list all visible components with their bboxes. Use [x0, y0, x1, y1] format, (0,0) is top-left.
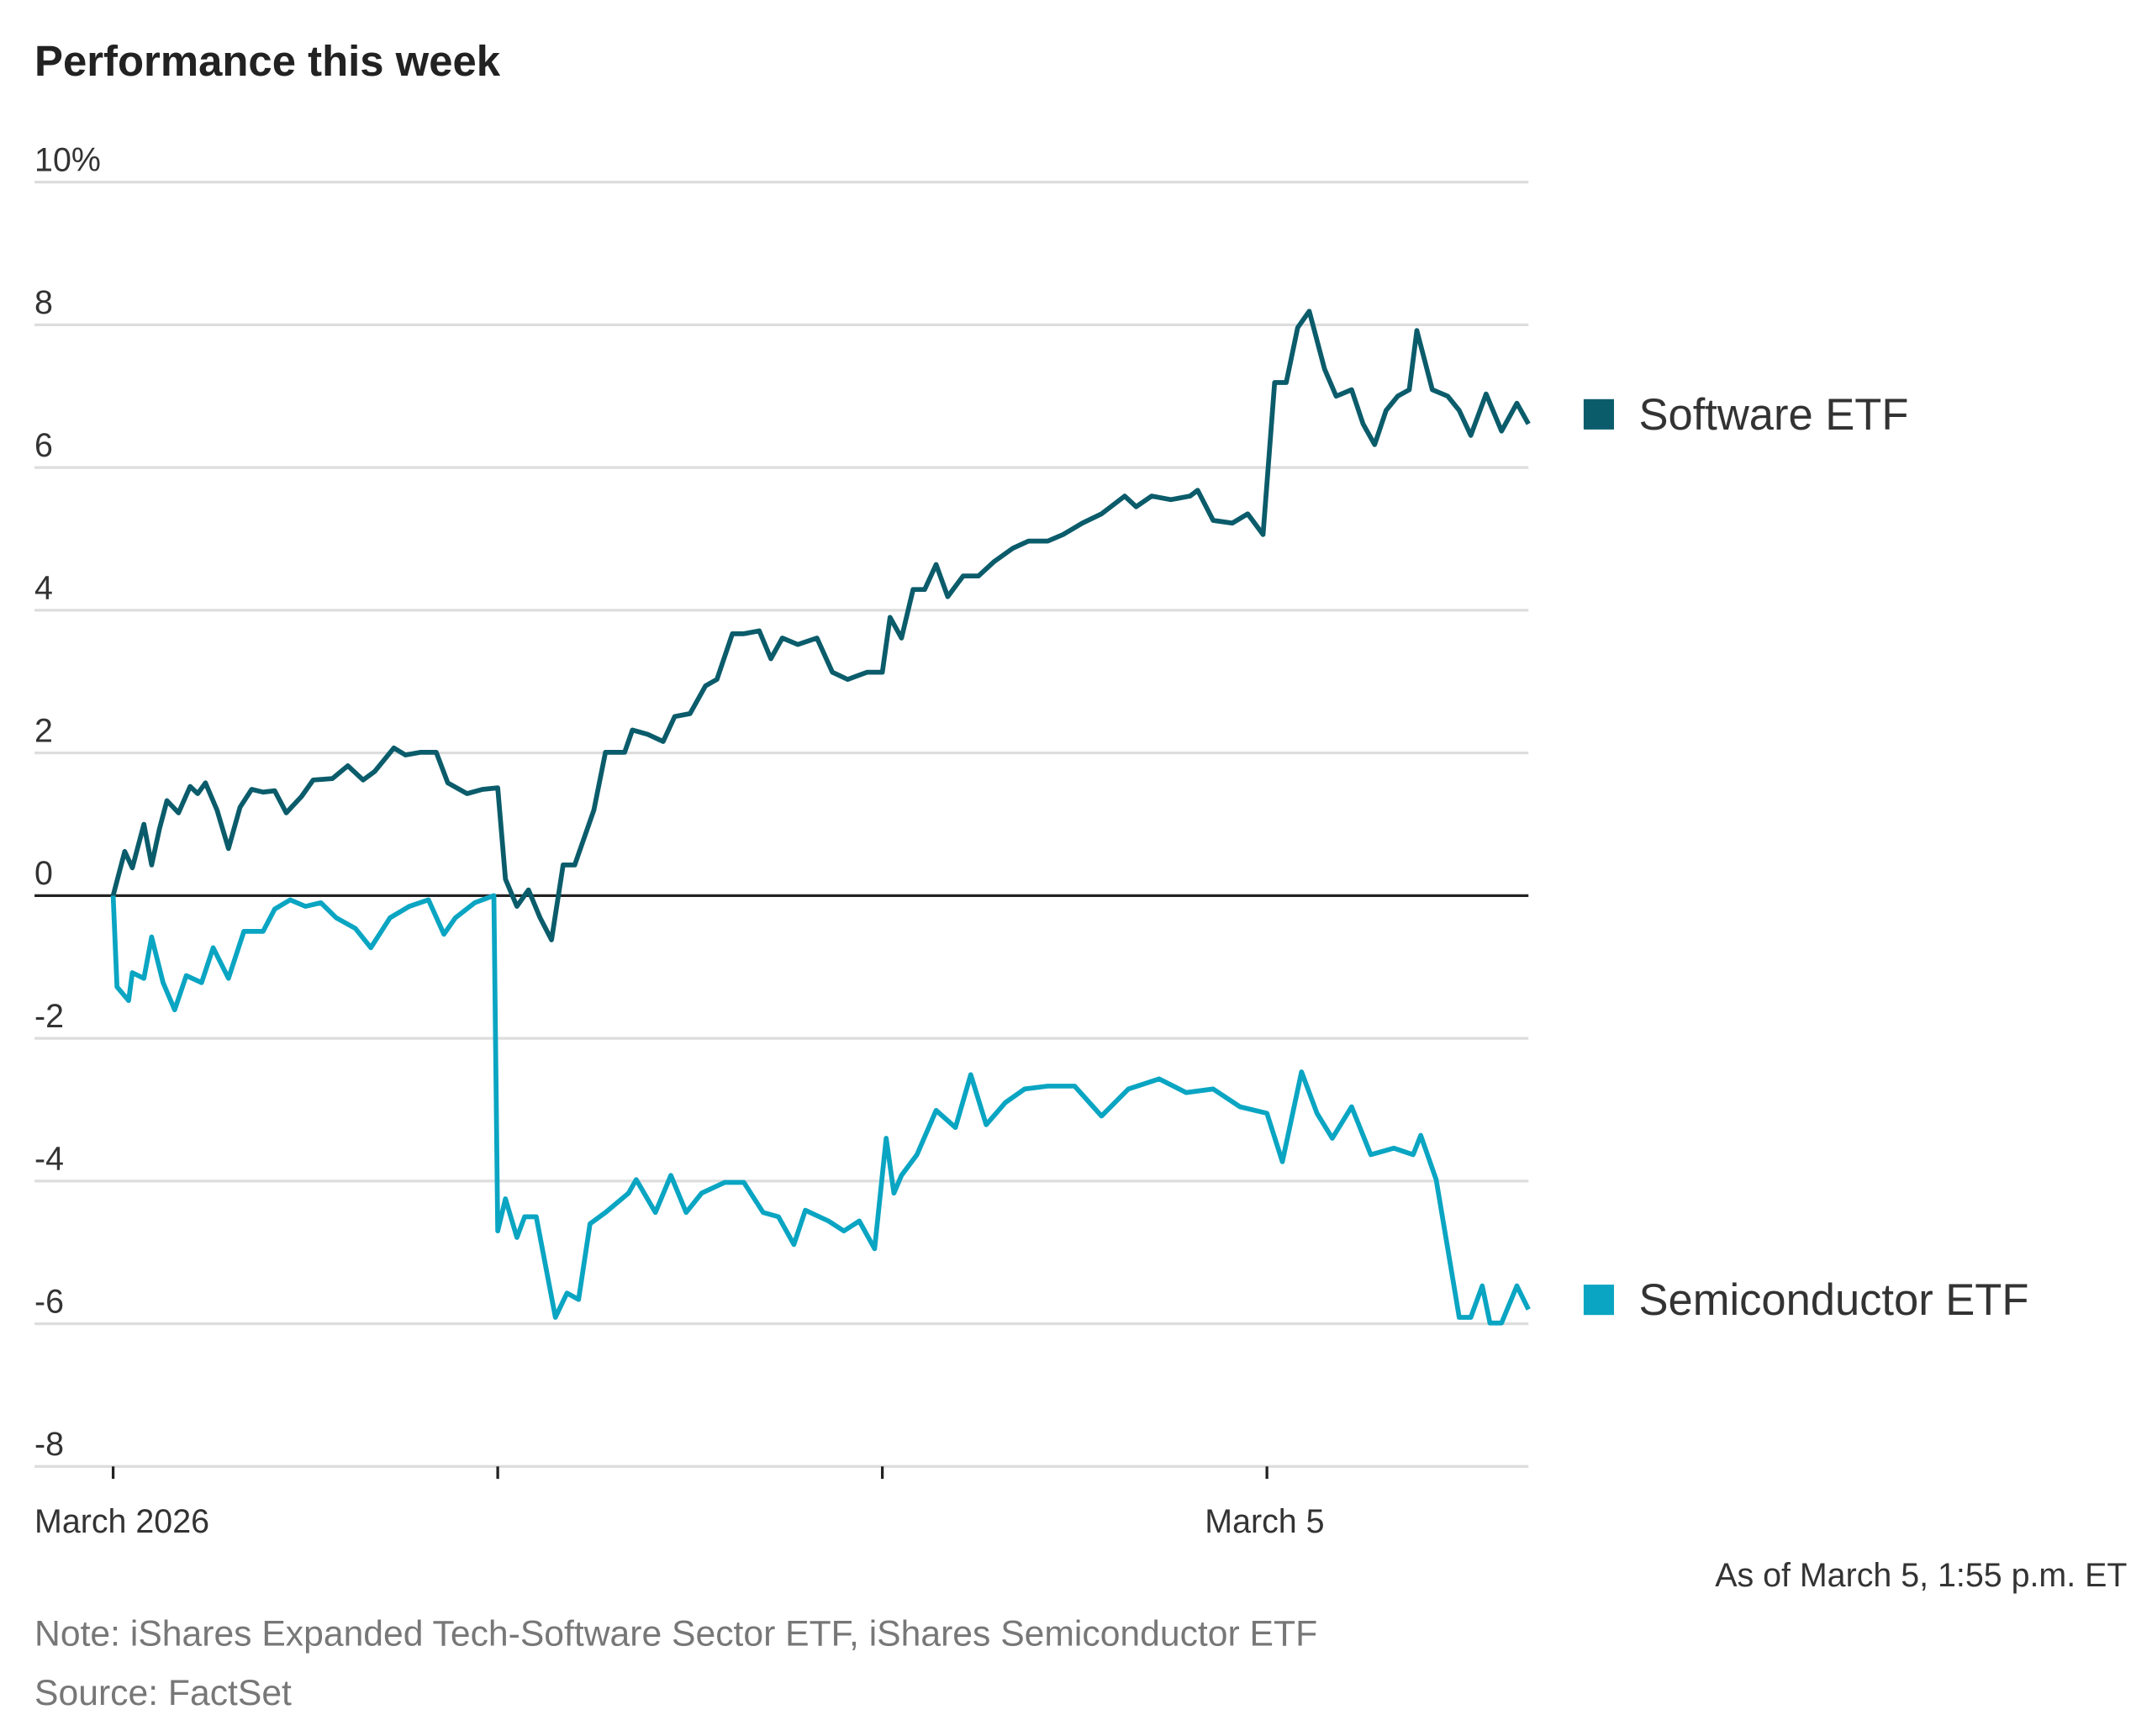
x-tick-label: March 5: [1205, 1503, 1324, 1540]
source: Source: FactSet: [34, 1673, 292, 1713]
y-tick-label: 2: [34, 712, 53, 749]
y-tick-label: -8: [34, 1426, 64, 1463]
legend-label: Software ETF: [1639, 390, 1909, 440]
legend-swatch: [1583, 398, 1614, 430]
y-tick-label: 4: [34, 570, 53, 607]
x-tick-label: March 2026: [34, 1503, 209, 1540]
y-tick-label: 6: [34, 427, 53, 464]
series-line: [110, 309, 1531, 942]
timestamp: As of March 5, 1:55 p.m. ET: [1715, 1557, 2127, 1594]
y-tick-label: 8: [34, 284, 53, 321]
chart-title: Performance this week: [34, 37, 501, 85]
y-tick-label: -6: [34, 1283, 64, 1320]
legend-swatch: [1583, 1285, 1614, 1316]
y-tick-label: -4: [34, 1141, 64, 1178]
note: Note: iShares Expanded Tech-Software Sec…: [34, 1614, 1317, 1654]
y-tick-label: -2: [34, 998, 64, 1035]
legend-label: Semiconductor ETF: [1639, 1275, 2029, 1325]
y-tick-label: 10%: [34, 141, 101, 178]
series-line: [110, 893, 1531, 1326]
y-tick-label: 0: [34, 855, 53, 892]
